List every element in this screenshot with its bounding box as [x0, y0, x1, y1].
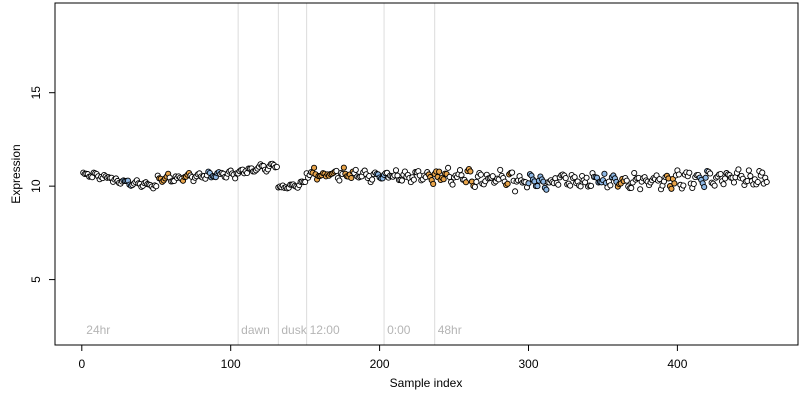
data-point: [456, 167, 464, 174]
data-point: [730, 179, 738, 186]
y-tick-label: 5: [29, 276, 43, 283]
x-tick-label: 0: [78, 357, 85, 371]
data-point: [607, 182, 614, 189]
data-point: [637, 186, 644, 193]
y-axis-label: Expression: [9, 144, 23, 203]
data-point: [467, 168, 474, 175]
x-axis-label: Sample index: [390, 376, 463, 390]
data-point: [754, 178, 761, 186]
data-point: [340, 164, 347, 171]
annotations: 24hr dawn dusk 12:00 0:00 48hr: [86, 323, 461, 337]
data-point: [701, 183, 708, 191]
data-point: [543, 186, 550, 193]
data-point: [302, 178, 309, 186]
data-point: [631, 169, 638, 177]
data-point: [473, 178, 480, 185]
data-point: [153, 183, 160, 190]
data-point: [571, 174, 578, 181]
data-point: [735, 166, 742, 173]
marker-label: 0:00: [387, 323, 411, 337]
data-point: [471, 183, 478, 190]
data-point: [273, 163, 280, 170]
marker-label: 24hr: [86, 323, 110, 337]
data-point: [462, 179, 470, 186]
x-tick-label: 400: [667, 357, 687, 371]
data-point: [583, 174, 590, 181]
marker-label: 12:00: [310, 323, 340, 337]
data-point: [707, 170, 714, 177]
data-point: [720, 181, 727, 188]
data-points: [80, 160, 770, 195]
data-point: [369, 176, 376, 183]
data-point: [601, 170, 608, 177]
data-point: [686, 169, 693, 176]
data-point: [562, 175, 569, 182]
data-point: [392, 167, 400, 174]
data-point: [436, 168, 443, 175]
data-point: [680, 182, 687, 189]
data-point: [628, 184, 635, 192]
data-point: [534, 183, 541, 190]
data-point: [489, 173, 496, 180]
data-point: [445, 164, 452, 171]
data-point: [504, 180, 511, 187]
data-point: [509, 169, 516, 176]
data-point: [668, 185, 675, 192]
data-point: [702, 174, 709, 181]
data-point: [348, 174, 355, 182]
data-point: [449, 181, 456, 188]
x-tick-label: 300: [518, 357, 538, 371]
x-tick-label: 100: [221, 357, 241, 371]
data-point: [440, 176, 447, 183]
data-point: [577, 183, 584, 190]
y-tick-label: 15: [29, 86, 43, 100]
data-point: [336, 177, 343, 184]
data-point: [398, 177, 405, 184]
data-point: [512, 188, 519, 195]
y-tick-label: 10: [29, 179, 43, 193]
data-point: [567, 182, 574, 189]
data-point: [711, 182, 718, 189]
data-point: [690, 180, 697, 187]
x-axis: 0 100 200 300 400: [78, 344, 688, 371]
marker-label: dusk: [281, 323, 307, 337]
data-point: [587, 182, 595, 189]
data-point: [525, 180, 532, 187]
data-point: [477, 171, 484, 178]
data-point: [497, 166, 504, 173]
data-point: [721, 175, 729, 182]
data-point: [555, 181, 562, 188]
marker-label: dawn: [241, 323, 270, 337]
data-point: [410, 176, 417, 183]
data-point: [311, 164, 318, 171]
data-point: [352, 166, 359, 173]
data-point: [623, 177, 630, 184]
data-point: [430, 180, 437, 187]
data-point: [232, 175, 239, 182]
marker-label: 48hr: [438, 323, 462, 337]
data-point: [675, 171, 682, 178]
y-axis: 5 10 15: [29, 86, 56, 283]
data-point: [671, 180, 678, 187]
x-tick-label: 200: [370, 357, 390, 371]
data-point: [763, 178, 770, 186]
data-point: [759, 169, 766, 176]
data-point: [717, 170, 724, 178]
data-point: [745, 167, 752, 174]
